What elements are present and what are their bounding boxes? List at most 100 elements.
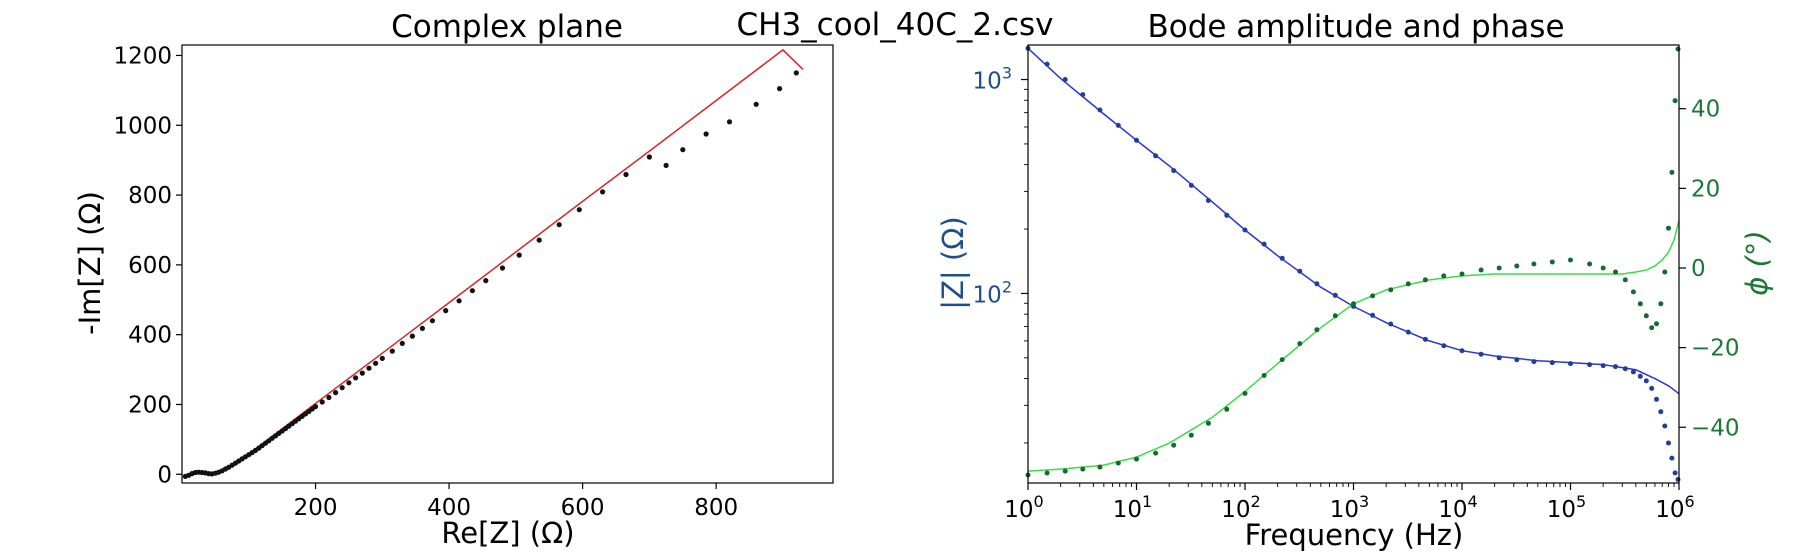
bode-phase-point bbox=[1188, 432, 1194, 438]
bode-magnitude-point bbox=[1622, 366, 1628, 372]
bode-magnitude-point bbox=[1405, 329, 1411, 335]
bode-x-tick-label: 102 bbox=[1221, 492, 1260, 523]
bode-phase-point bbox=[1662, 269, 1668, 275]
complex-data-point bbox=[556, 222, 562, 228]
bode-x-tick-label: 106 bbox=[1655, 492, 1694, 523]
bode-magnitude-fit-line bbox=[1027, 47, 1680, 395]
bode-magnitude-point bbox=[1153, 153, 1159, 159]
complex-data-point bbox=[536, 237, 542, 243]
complex-data-point bbox=[469, 288, 475, 294]
complex-data-point bbox=[703, 131, 709, 137]
bode-magnitude-point bbox=[1666, 440, 1671, 446]
bode-phase-point bbox=[1531, 261, 1537, 267]
complex-y-tick-label: 800 bbox=[128, 183, 172, 209]
bode-title: Bode amplitude and phase bbox=[1147, 9, 1564, 45]
complex-data-point bbox=[680, 147, 686, 153]
bode-phase-point bbox=[1514, 263, 1520, 269]
bode-magnitude-point bbox=[1459, 348, 1465, 354]
bode-phase-point bbox=[1441, 273, 1447, 279]
bode-phase-point bbox=[1405, 281, 1411, 287]
complex-plane-series bbox=[182, 48, 804, 479]
bode-ylabel-left: |Z| (Ω) bbox=[936, 216, 970, 309]
complex-plane-frame bbox=[181, 44, 834, 484]
complex-data-point bbox=[576, 207, 582, 213]
bode-phase-point bbox=[1613, 269, 1618, 275]
bode-y-right-tick-label: −40 bbox=[1691, 415, 1740, 441]
bode-magnitude-point bbox=[1630, 369, 1636, 375]
bode-magnitude-point bbox=[1370, 312, 1376, 318]
bode-magnitude-point bbox=[1044, 61, 1050, 67]
bode-phase-point bbox=[1600, 265, 1606, 271]
bode-magnitude-point bbox=[1637, 373, 1643, 379]
bode-magnitude-point bbox=[1672, 470, 1678, 476]
bode-phase-point bbox=[1478, 267, 1484, 273]
complex-data-point bbox=[379, 355, 385, 361]
complex-data-point bbox=[319, 399, 325, 405]
bode-magnitude-point bbox=[1062, 77, 1068, 82]
bode-magnitude-point bbox=[1115, 122, 1121, 128]
bode-phase-point bbox=[1297, 341, 1303, 347]
complex-data-point bbox=[456, 298, 462, 304]
bode-phase-point bbox=[1672, 98, 1678, 104]
bode-magnitude-point bbox=[1496, 355, 1502, 361]
bode-magnitude-point bbox=[1478, 351, 1484, 357]
bode-magnitude-point bbox=[1600, 363, 1606, 369]
bode-phase-point bbox=[1097, 464, 1103, 470]
bode-phase-point bbox=[1314, 327, 1320, 333]
bode-magnitude-point bbox=[1297, 268, 1303, 274]
complex-y-tick-label: 1000 bbox=[113, 113, 172, 139]
bode-magnitude-point bbox=[1649, 385, 1655, 391]
complex-data-point bbox=[312, 404, 319, 410]
bode-phase-point bbox=[1649, 325, 1655, 331]
bode-y-right-tick-label: 40 bbox=[1691, 97, 1720, 123]
complex-data-point bbox=[326, 394, 332, 401]
complex-x-tick-label: 600 bbox=[561, 495, 605, 521]
bode-phase-point bbox=[1351, 301, 1356, 307]
bode-y-right-tick-label: −20 bbox=[1691, 336, 1740, 362]
bode-phase-point bbox=[1242, 390, 1248, 396]
complex-data-point bbox=[777, 86, 783, 92]
bode-magnitude-point bbox=[1261, 241, 1267, 247]
bode-series bbox=[1025, 45, 1681, 482]
bode-x-tick-label: 104 bbox=[1438, 492, 1477, 523]
bode-phase-point bbox=[1044, 470, 1050, 476]
bode-magnitude-point bbox=[1171, 168, 1177, 174]
bode-magnitude-point bbox=[1643, 378, 1649, 384]
complex-data-point bbox=[359, 370, 365, 376]
bode-phase-point bbox=[1388, 287, 1394, 293]
complex-data-point bbox=[623, 171, 629, 178]
bode-phase-point bbox=[1587, 261, 1593, 267]
bode-magnitude-point bbox=[1658, 409, 1664, 415]
complex-y-tick-label: 1200 bbox=[113, 43, 172, 69]
bode-phase-point bbox=[1622, 277, 1628, 283]
complex-data-point bbox=[483, 278, 489, 284]
complex-x-tick-label: 800 bbox=[694, 495, 738, 521]
bode-magnitude-point bbox=[1332, 292, 1338, 298]
bode-chart: Bode amplitude and phase Frequency (Hz) … bbox=[936, 9, 1774, 552]
bode-x-tick-label: 100 bbox=[1004, 492, 1043, 523]
bode-phase-point bbox=[1669, 169, 1675, 175]
complex-data-point bbox=[600, 189, 606, 195]
bode-x-tick-label: 101 bbox=[1113, 492, 1152, 523]
bode-magnitude-point bbox=[1568, 361, 1573, 367]
complex-plane-xlabel: Re[Z] (Ω) bbox=[441, 516, 574, 550]
complex-data-point bbox=[389, 348, 395, 354]
bode-y-right-tick-label: 20 bbox=[1691, 176, 1720, 202]
bode-phase-fit-line bbox=[1027, 220, 1680, 472]
complex-data-point bbox=[339, 385, 345, 391]
bode-phase-point bbox=[1637, 301, 1643, 307]
bode-magnitude-point bbox=[1279, 255, 1285, 261]
complex-y-tick-label: 0 bbox=[157, 462, 172, 488]
bode-phase-point bbox=[1134, 456, 1139, 462]
bode-phase-point bbox=[1666, 225, 1671, 231]
bode-phase-point bbox=[1422, 277, 1428, 283]
complex-data-point bbox=[726, 119, 733, 125]
bode-magnitude-point bbox=[1205, 198, 1211, 203]
complex-fit-line bbox=[185, 48, 804, 478]
complex-plane-ylabel: -Im[Z] (Ω) bbox=[73, 191, 107, 335]
bode-magnitude-point bbox=[1242, 227, 1248, 233]
bode-phase-point bbox=[1630, 289, 1636, 295]
bode-ylabel-right: ϕ (°) bbox=[1740, 230, 1774, 295]
bode-magnitude-point bbox=[1531, 359, 1537, 365]
bode-phase-point bbox=[1643, 313, 1649, 319]
